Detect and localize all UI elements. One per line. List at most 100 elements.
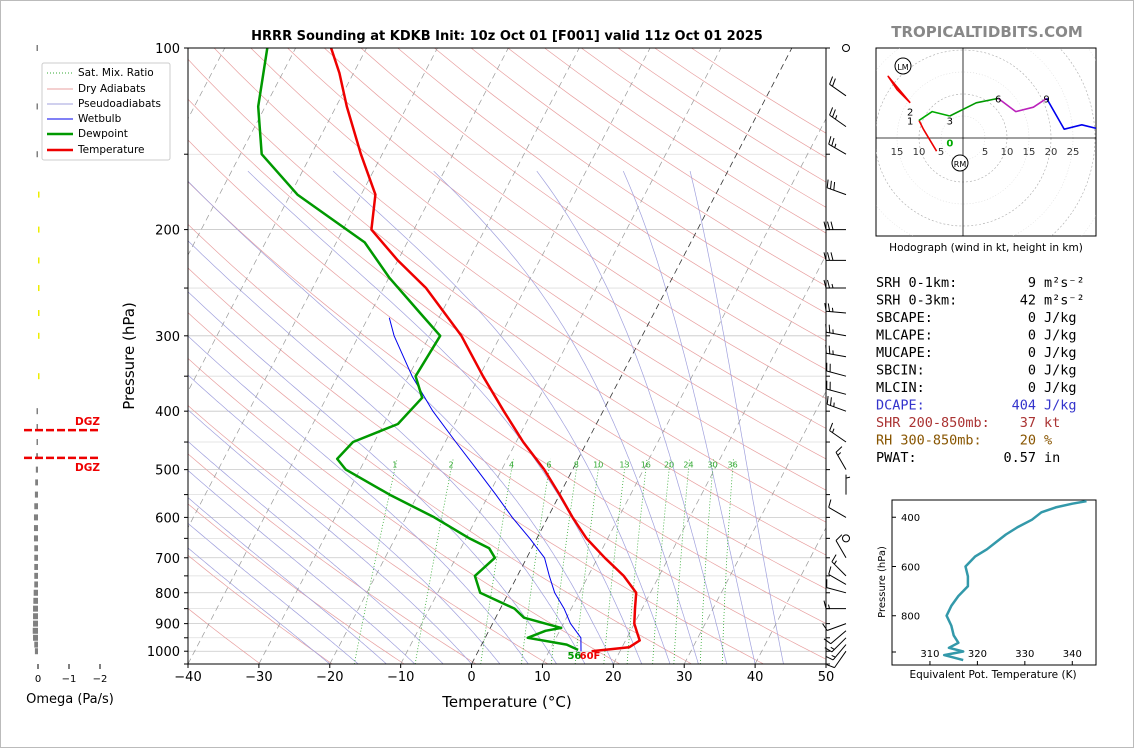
mixing-ratio-line xyxy=(699,458,714,664)
mixing-ratio-line xyxy=(574,458,601,664)
theta-e-y-label: Pressure (hPa) xyxy=(877,546,888,618)
hodograph-tick-label: 10 xyxy=(913,147,926,158)
dry-adiabat-line xyxy=(287,48,826,429)
omega-bar xyxy=(33,589,38,596)
wind-barb xyxy=(826,380,847,395)
mixing-ratio-line xyxy=(603,458,627,664)
dry-adiabat-line xyxy=(188,503,405,664)
mixing-ratio-line xyxy=(721,458,734,664)
moist-adiabat-line xyxy=(188,440,444,664)
hodograph-height-label: 1 xyxy=(907,116,913,127)
omega-bar xyxy=(38,191,40,198)
storm-right-label: RM xyxy=(954,160,967,169)
mixing-ratio-line xyxy=(414,458,454,664)
index-label: MLCIN: xyxy=(876,380,925,396)
omega-bar xyxy=(33,620,38,627)
moist-adiabat-line xyxy=(188,522,359,664)
dewpoint-line xyxy=(256,48,579,652)
omega-bar xyxy=(36,103,38,110)
wind-barb-calm xyxy=(842,534,850,543)
dry-adiabat-line xyxy=(434,48,826,314)
wind-barb xyxy=(823,279,846,289)
wind-barb xyxy=(845,474,851,495)
x-tick-label: 0 xyxy=(467,670,475,685)
omega-bar xyxy=(34,581,38,588)
omega-bar xyxy=(36,424,38,431)
mixing-ratio-line xyxy=(673,458,690,664)
wind-barb xyxy=(823,630,847,645)
wind-barb xyxy=(829,76,847,97)
moist-adiabat-line xyxy=(622,170,756,664)
x-tick-label: 30 xyxy=(676,670,693,685)
wind-barb xyxy=(826,650,847,669)
wind-barb xyxy=(829,422,847,443)
wind-barb xyxy=(828,136,847,155)
x-tick-label: −10 xyxy=(387,670,414,685)
omega-bar xyxy=(33,613,38,620)
y-tick-label: 800 xyxy=(155,587,180,602)
hodograph-segment xyxy=(997,97,1048,113)
wind-barb xyxy=(835,446,847,470)
omega-bar xyxy=(38,285,40,292)
omega-bar xyxy=(34,491,38,498)
omega-tick-label: −2 xyxy=(93,674,108,685)
omega-bar xyxy=(35,466,38,473)
y-tick-label: 400 xyxy=(155,405,180,420)
mixing-ratio-label: 24 xyxy=(683,461,693,470)
omega-tick-label: −1 xyxy=(62,674,77,685)
x-tick-label: −30 xyxy=(245,670,272,685)
theta-e-x-tick-label: 330 xyxy=(1015,649,1034,660)
wind-barb-column xyxy=(822,44,851,669)
isotherm-line xyxy=(683,390,826,664)
index-label: PWAT: xyxy=(876,450,917,466)
index-label: SRH 0-3km: xyxy=(876,293,957,309)
dry-adiabat-line xyxy=(188,453,477,664)
wind-barb xyxy=(828,499,847,518)
moist-adiabat-line xyxy=(188,374,501,664)
mixing-ratio-label: 1 xyxy=(392,461,397,470)
hodograph-height-label: 2 xyxy=(907,108,913,119)
isotherm-line xyxy=(471,48,793,664)
index-value: 0 xyxy=(1028,345,1036,361)
mixing-ratio-label: 20 xyxy=(664,461,674,470)
wind-barb xyxy=(825,644,847,661)
moist-adiabat-line xyxy=(188,409,472,664)
dry-adiabat-line xyxy=(188,267,764,664)
dry-adiabat-line xyxy=(188,554,333,664)
y-tick-label: 500 xyxy=(155,464,180,479)
dry-adiabat-line xyxy=(188,98,826,556)
index-label: SHR 200-850mb: xyxy=(876,415,990,431)
dgz-label: DGZ xyxy=(75,462,100,474)
chart-title: HRRR Sounding at KDKB Init: 10z Oct 01 [… xyxy=(251,29,763,44)
mixing-ratio-line xyxy=(353,458,398,664)
dry-adiabat-line xyxy=(188,58,826,523)
moist-adiabat-line xyxy=(332,170,671,664)
surface-temperature-label: 60F xyxy=(580,651,601,662)
mixing-ratio-label: 4 xyxy=(509,461,514,470)
legend-label: Pseudoadiabats xyxy=(78,98,161,110)
mixing-ratio-label: 36 xyxy=(728,461,738,470)
x-tick-label: −40 xyxy=(174,670,201,685)
wind-barb xyxy=(823,252,846,261)
omega-bar xyxy=(38,332,40,339)
y-tick-label: 900 xyxy=(155,618,180,633)
omega-bar xyxy=(36,453,38,460)
moist-adiabat-line xyxy=(188,470,416,664)
omega-bar xyxy=(34,545,38,552)
theta-e-y-tick-label: 400 xyxy=(901,513,920,524)
omega-bar xyxy=(33,597,38,604)
hodograph-tick-label: 20 xyxy=(1045,147,1058,158)
hodograph-tick-label: 15 xyxy=(891,147,904,158)
hodograph-height-label: 0 xyxy=(946,138,953,149)
skewt-plot-area xyxy=(188,48,826,664)
wind-barb xyxy=(835,534,847,559)
wind-barb xyxy=(826,362,847,377)
wind-barb xyxy=(831,554,847,577)
index-value: 42 xyxy=(1020,293,1036,309)
dry-adiabat-line xyxy=(188,181,826,624)
mixing-ratio-label: 16 xyxy=(641,461,651,470)
omega-bar xyxy=(36,45,38,51)
mixing-ratio-line xyxy=(626,458,648,664)
mixing-ratio-label: 8 xyxy=(574,461,579,470)
